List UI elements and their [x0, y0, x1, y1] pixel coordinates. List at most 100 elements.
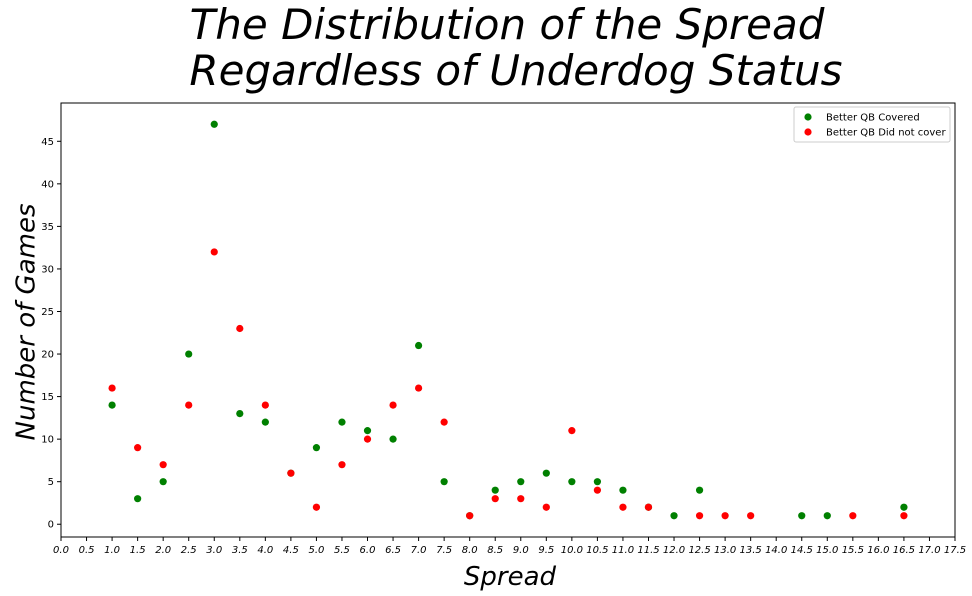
series-0-point	[389, 435, 397, 443]
x-tick-label: 5.5	[334, 545, 350, 556]
series-1-point	[466, 512, 474, 520]
x-tick-label: 12.5	[688, 545, 710, 556]
x-tick-label: 2.5	[181, 545, 197, 556]
series-0-point	[517, 478, 525, 486]
x-tick-label: 1.5	[130, 545, 146, 556]
x-tick-label: 11.0	[612, 545, 634, 556]
x-tick-label: 6.5	[385, 545, 401, 556]
series-0-point	[134, 495, 142, 503]
series-0-point	[261, 418, 269, 426]
x-tick-label: 4.5	[283, 545, 299, 556]
series-0-point	[415, 341, 423, 350]
x-tick-label: 14.0	[765, 545, 787, 556]
series-1-point	[619, 503, 627, 511]
series-1-point	[491, 495, 499, 503]
x-tick-label: 0.5	[79, 545, 95, 556]
series-1-point	[900, 512, 908, 520]
series-1-point	[134, 444, 142, 452]
y-tick-label: 40	[41, 179, 54, 190]
y-tick-label: 30	[41, 264, 54, 275]
series-1-point	[593, 486, 602, 494]
series-1-point	[542, 503, 550, 511]
series-1-point	[108, 384, 116, 392]
y-tick-label: 0	[48, 520, 54, 531]
x-tick-label: 17.5	[944, 545, 966, 556]
series-0-point	[312, 444, 321, 452]
series-1-point	[644, 503, 653, 511]
y-tick-label: 5	[48, 477, 54, 488]
x-tick-label: 7.5	[436, 545, 452, 556]
x-tick-label: 13.0	[714, 545, 736, 556]
x-tick-label: 1.0	[104, 545, 120, 556]
x-tick-label: 8.0	[462, 545, 478, 556]
x-tick-label: 13.5	[740, 545, 762, 556]
legend-marker	[804, 113, 812, 121]
y-tick-label: 20	[41, 350, 54, 361]
x-tick-label: 16.0	[867, 545, 889, 556]
x-axis-ticks: 0.0 0.5 1.0 1.5 2.0 2.5 3.0 3.5 4.0 4.5 5.0 5.5 6.0 6…	[53, 537, 966, 556]
series-0-point	[210, 120, 218, 128]
series-0-point	[338, 418, 346, 426]
series-0-point	[568, 478, 576, 486]
series-0-point	[695, 486, 704, 494]
x-tick-label: 15.5	[842, 545, 864, 556]
y-tick-label: 35	[41, 222, 54, 233]
x-tick-label: 3.5	[232, 545, 248, 556]
plot-area-frame	[60, 102, 956, 538]
data-points	[108, 120, 908, 520]
series-1-point	[363, 435, 372, 443]
x-axis-label: Spread	[464, 562, 557, 592]
x-tick-label: 7.0	[411, 545, 427, 556]
series-1-point	[338, 461, 346, 469]
x-tick-label: 5.0	[308, 545, 324, 556]
x-tick-label: 6.0	[360, 545, 376, 556]
series-1-point	[440, 418, 448, 426]
series-1-point	[389, 401, 397, 409]
chart-title-line-1: The Distribution of the Spread	[189, 0, 825, 49]
legend: Better QB Covered Better QB Did not cover	[793, 106, 951, 143]
legend-marker	[804, 128, 812, 136]
x-tick-label: 11.5	[637, 545, 659, 556]
y-axis-label: Number of Games	[12, 204, 42, 441]
series-1-point	[312, 503, 321, 511]
series-0-point	[108, 401, 116, 409]
x-tick-label: 8.5	[487, 545, 503, 556]
series-0-point	[159, 478, 167, 486]
series-0-point	[236, 410, 244, 418]
series-1-point	[236, 324, 244, 333]
x-tick-label: 16.5	[893, 545, 915, 556]
x-tick-label: 0.0	[53, 545, 69, 556]
y-tick-label: 25	[41, 307, 54, 318]
series-1-point	[849, 512, 857, 520]
chart-title: The Distribution of the Spread Regardles…	[0, 0, 972, 94]
series-1-point	[185, 401, 193, 409]
series-0-point	[798, 512, 806, 520]
x-tick-label: 9.5	[538, 545, 554, 556]
legend-box	[793, 106, 951, 143]
series-0-point	[823, 512, 831, 520]
series-0-point	[593, 478, 602, 486]
x-tick-label: 15.0	[816, 545, 838, 556]
series-1-point	[568, 427, 576, 435]
series-0-point	[670, 512, 678, 520]
series-0-point	[900, 503, 908, 511]
x-tick-label: 12.0	[663, 545, 685, 556]
y-axis-ticks: 0 5 10 15 20 25 30 35 40 45	[41, 137, 61, 531]
series-0-point	[440, 478, 448, 486]
series-1-point	[721, 512, 729, 520]
series-0-point	[491, 486, 499, 494]
series-1-point	[517, 495, 525, 503]
y-tick-label: 10	[41, 435, 54, 446]
series-0-point	[619, 486, 627, 494]
legend-label: Better QB Did not cover	[826, 128, 946, 139]
legend-label: Better QB Covered	[826, 113, 920, 124]
x-tick-label: 4.0	[257, 545, 273, 556]
series-1-point	[415, 384, 423, 392]
series-1-point	[747, 512, 755, 520]
x-tick-label: 9.0	[513, 545, 529, 556]
series-0-point	[185, 350, 193, 358]
series-1-point	[695, 512, 704, 520]
series-1-point	[210, 248, 218, 256]
x-tick-label: 3.0	[206, 545, 222, 556]
